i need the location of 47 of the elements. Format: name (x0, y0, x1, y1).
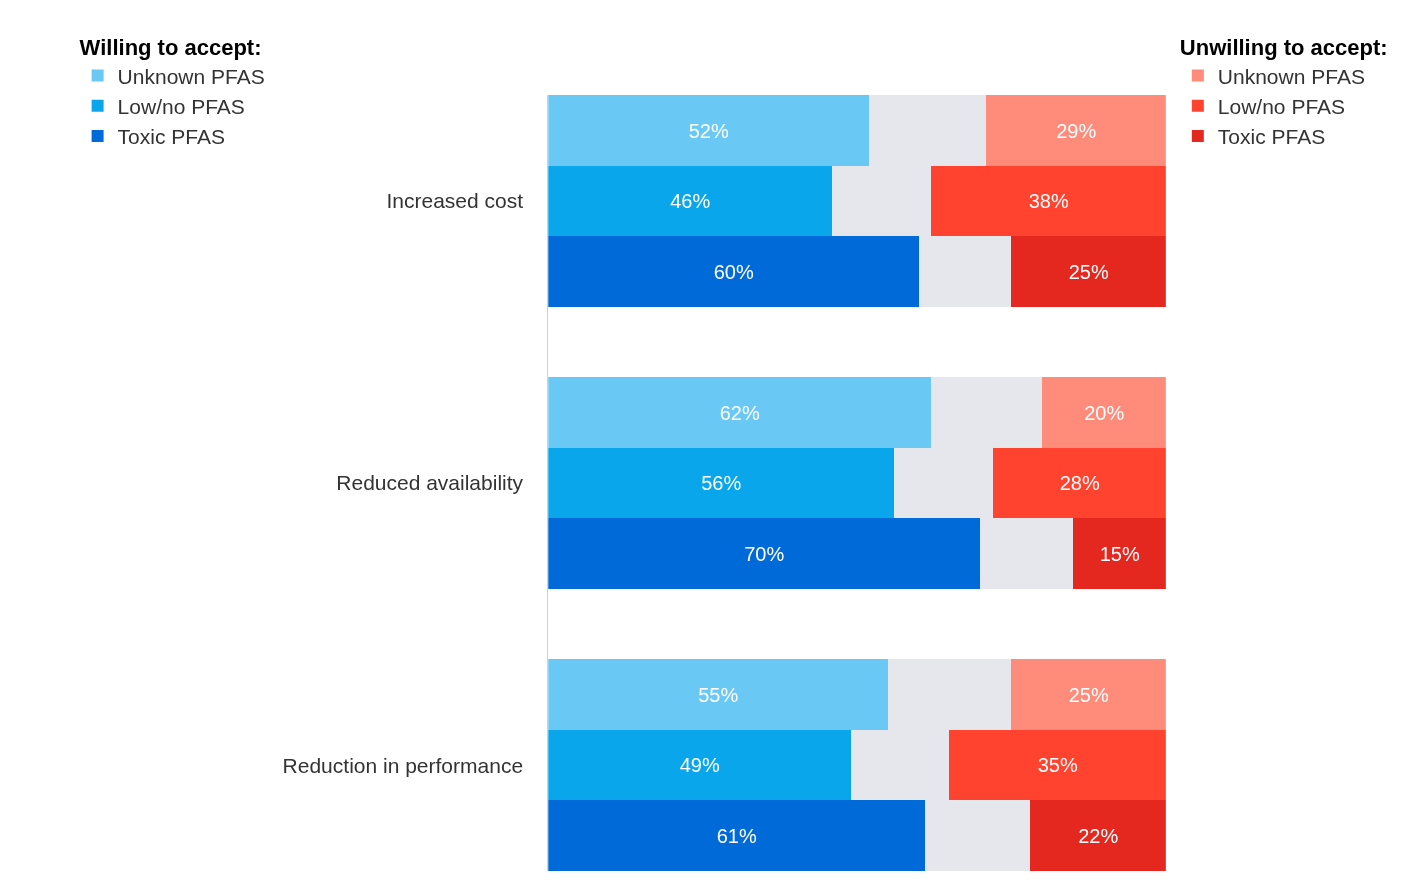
data-label: 61% (716, 824, 757, 847)
bar (1011, 236, 1166, 307)
y-tick-label: Increased cost (386, 189, 524, 213)
bar (548, 448, 895, 518)
data-label: 52% (688, 119, 729, 142)
bar (1042, 377, 1166, 448)
legend-label: Toxic PFAS (1217, 125, 1326, 149)
data-label: 70% (744, 542, 785, 565)
data-label: 38% (1028, 190, 1069, 212)
bar (931, 166, 1166, 236)
data-label: 49% (679, 754, 720, 776)
bar (986, 95, 1166, 166)
legend-label: Low/no PFAS (117, 94, 245, 118)
data-label: 15% (1099, 542, 1140, 565)
text: Unwilling to accept: (1179, 35, 1388, 61)
bar (1030, 800, 1166, 871)
y-tick-label: Reduced availability (336, 471, 524, 495)
bar (548, 800, 926, 871)
bar (548, 518, 981, 589)
bar (548, 236, 920, 307)
bar (548, 659, 889, 730)
bar (1011, 659, 1166, 730)
bar (1073, 518, 1166, 589)
bar (548, 730, 852, 800)
data-label: 35% (1037, 754, 1078, 776)
bar (548, 95, 870, 166)
data-label: 60% (713, 260, 754, 283)
bar (993, 448, 1166, 518)
data-label: 55% (698, 683, 739, 706)
bar (548, 377, 932, 448)
bar (548, 166, 833, 236)
data-label: 62% (719, 401, 760, 424)
legend-label: Unknown PFAS (117, 64, 265, 88)
data-label: 46% (670, 190, 711, 212)
y-tick-label: Reduction in performance (282, 753, 524, 777)
legend-label: Toxic PFAS (117, 125, 225, 149)
data-label: 25% (1068, 683, 1109, 706)
legend-label: Low/no PFAS (1217, 94, 1346, 118)
data-label: 56% (701, 472, 742, 494)
data-label: 22% (1078, 824, 1119, 847)
data-label: 28% (1059, 472, 1100, 494)
bar (949, 730, 1166, 800)
text: Willing to accept: (79, 35, 262, 61)
data-label: 20% (1084, 401, 1125, 424)
legend-label: Unknown PFAS (1217, 64, 1365, 88)
data-label: 29% (1056, 119, 1097, 142)
data-label: 25% (1068, 260, 1109, 283)
